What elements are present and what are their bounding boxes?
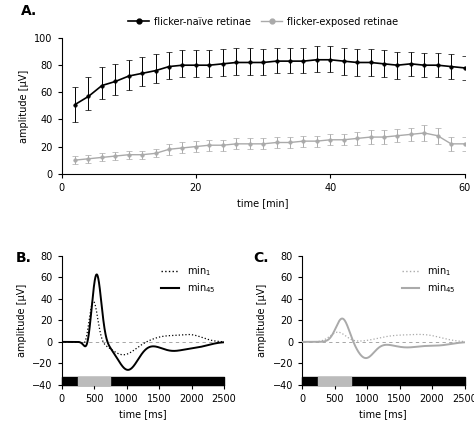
X-axis label: time [min]: time [min] xyxy=(237,198,289,208)
Legend: min$_1$, min$_{45}$: min$_1$, min$_{45}$ xyxy=(157,261,219,299)
Text: C.: C. xyxy=(253,250,269,265)
Y-axis label: amplitude [μV]: amplitude [μV] xyxy=(17,284,27,357)
Legend: min$_1$, min$_{45}$: min$_1$, min$_{45}$ xyxy=(398,261,460,299)
Y-axis label: amplitude [μV]: amplitude [μV] xyxy=(257,284,267,357)
X-axis label: time [ms]: time [ms] xyxy=(359,409,407,420)
Y-axis label: amplitude [μV]: amplitude [μV] xyxy=(18,69,28,143)
X-axis label: time [ms]: time [ms] xyxy=(119,409,167,420)
Text: A.: A. xyxy=(21,4,37,18)
Legend: flicker-naïve retinae, flicker-exposed retinae: flicker-naïve retinae, flicker-exposed r… xyxy=(124,13,402,30)
Text: B.: B. xyxy=(16,250,32,265)
